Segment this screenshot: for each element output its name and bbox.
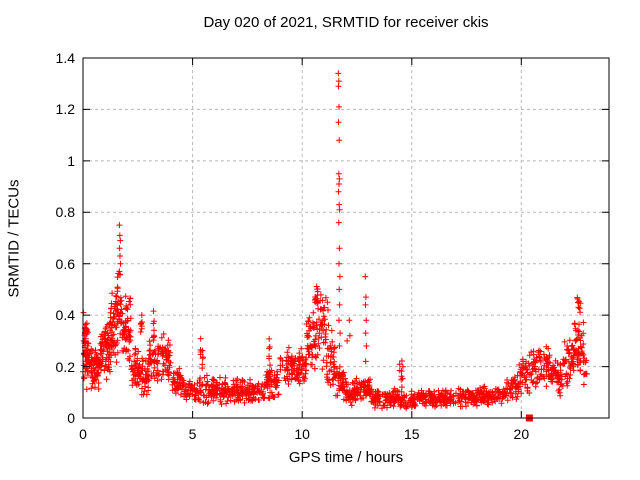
y-tick-label: 0.6 <box>55 255 75 272</box>
scatter-points <box>80 70 590 412</box>
y-tick-label: 0.2 <box>55 358 75 375</box>
tick-marks <box>82 57 609 419</box>
x-tick-label: 5 <box>188 426 197 442</box>
x-tick-label: 10 <box>294 426 310 442</box>
x-tick-label: 20 <box>513 426 530 442</box>
chart-title: Day 020 of 2021, SRMTID for receiver cki… <box>203 14 489 31</box>
y-tick-label: 0 <box>67 410 75 426</box>
y-tick-label: 1 <box>67 152 75 169</box>
x-tick-label: 0 <box>79 426 87 442</box>
y-tick-label: 1.2 <box>55 101 75 118</box>
y-tick-label: 0.8 <box>55 204 75 221</box>
y-tick-label: 1.4 <box>55 50 75 66</box>
plot-border <box>82 57 610 419</box>
x-tick-label: 15 <box>403 426 420 442</box>
x-axis-title: GPS time / hours <box>288 449 404 466</box>
y-tick-label: 0.4 <box>55 307 75 324</box>
grid-lines <box>83 58 609 418</box>
